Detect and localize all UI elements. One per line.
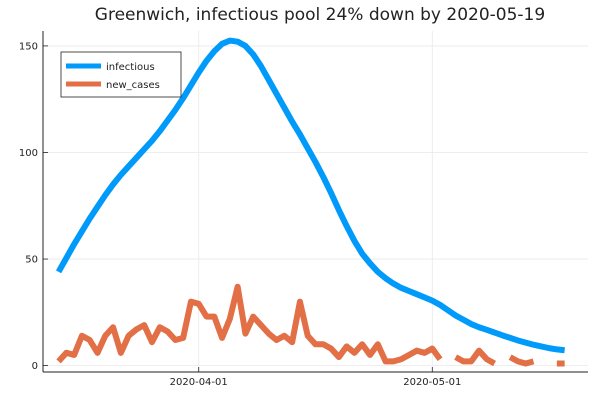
grid	[43, 31, 588, 372]
series-line-infectious	[55, 37, 565, 354]
axes: 0 50 100 150 2020-04-01 2020-05-01	[19, 31, 588, 388]
legend-label-new-cases: new_cases	[106, 80, 160, 91]
tick-label-x: 2020-05-01	[403, 377, 461, 388]
tick-label-y: 150	[19, 41, 38, 52]
tick-label-y: 0	[32, 361, 38, 372]
legend: infectious new_cases	[60, 51, 182, 98]
tick-label-y: 100	[19, 148, 38, 159]
tick-label-x: 2020-04-01	[170, 377, 228, 388]
chart-title: Greenwich, infectious pool 24% down by 2…	[95, 5, 545, 25]
plot-area	[55, 37, 565, 367]
series-line-new-cases	[56, 283, 565, 367]
legend-box	[60, 51, 182, 98]
legend-label-infectious: infectious	[106, 62, 155, 73]
tick-label-y: 50	[25, 255, 38, 266]
